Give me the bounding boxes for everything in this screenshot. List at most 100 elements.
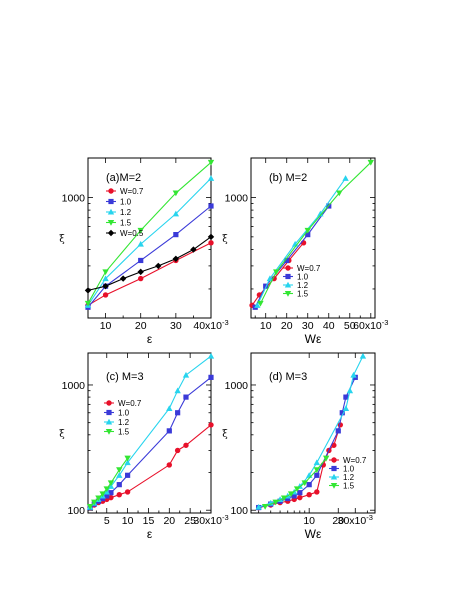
data-point xyxy=(108,490,114,496)
plot-frame xyxy=(87,352,212,514)
y-tick-label: 1000 xyxy=(62,192,86,204)
data-point xyxy=(293,486,301,493)
data-point xyxy=(254,302,261,308)
data-point xyxy=(208,203,214,209)
x-tick-label: 10 xyxy=(260,320,272,332)
data-point xyxy=(116,467,123,474)
series-4 xyxy=(84,159,215,307)
x-tick-label: 10 xyxy=(303,515,315,527)
panel-title: (c) M=3 xyxy=(106,371,144,383)
panel-title: (b) M=2 xyxy=(269,172,307,184)
data-point xyxy=(306,491,312,498)
x-axis-label: Wε xyxy=(305,332,322,346)
data-point xyxy=(102,292,109,298)
data-point xyxy=(86,503,94,510)
data-point xyxy=(173,232,179,238)
data-point xyxy=(166,428,172,434)
panel-a: 10 20 30 40x10-3 1000 ε ξ (a)M=2 W=0.7 1.01.2 1.5W… xyxy=(59,157,229,346)
data-point xyxy=(183,442,189,448)
legend-entry: 1.5 xyxy=(120,219,132,228)
legend-entry: W=0.7 xyxy=(120,187,144,196)
data-point xyxy=(208,374,214,380)
data-point xyxy=(342,405,350,411)
data-point xyxy=(174,387,181,394)
legend: W=0.71.01.21.5 xyxy=(104,399,142,437)
legend-entry: W=0.7 xyxy=(118,399,142,408)
x-exponent: -3 xyxy=(222,318,229,327)
legend-entry: W=0.5 xyxy=(120,229,144,238)
x-tick-label: 20 xyxy=(332,515,344,527)
legend-marker xyxy=(108,198,114,205)
data-point xyxy=(314,489,320,495)
data-point xyxy=(102,282,109,290)
data-point xyxy=(304,227,311,234)
x-tick-label: 40x10-3 xyxy=(193,318,228,332)
x-tick-label: 40 xyxy=(323,320,335,332)
data-point xyxy=(166,462,173,468)
data-point xyxy=(137,268,144,276)
legend-marker xyxy=(285,265,291,271)
data-point xyxy=(190,246,197,253)
y-axis-label: ξ xyxy=(59,234,65,245)
data-point xyxy=(359,352,367,359)
x-tick-label: 60x10-3 xyxy=(353,318,388,332)
data-point xyxy=(175,410,181,416)
x-tick-label: 20 xyxy=(163,515,175,527)
data-point xyxy=(255,503,262,510)
data-point xyxy=(208,422,214,428)
legend-marker xyxy=(285,273,291,280)
x-tick-label: 5 xyxy=(104,515,110,527)
y-tick-label: 1000 xyxy=(225,380,249,392)
data-point xyxy=(207,352,215,359)
data-point xyxy=(138,257,144,264)
data-point xyxy=(267,499,274,506)
legend-entry: 1.0 xyxy=(120,198,132,207)
data-point xyxy=(335,428,341,434)
data-point xyxy=(297,494,303,501)
data-point xyxy=(336,190,343,197)
legend-marker xyxy=(331,457,337,463)
data-point xyxy=(266,275,274,282)
data-point xyxy=(287,491,295,498)
plot-frame xyxy=(250,352,376,514)
x-tick-label: 10 xyxy=(122,515,134,527)
data-point xyxy=(297,490,303,496)
data-point xyxy=(272,499,279,506)
data-point xyxy=(183,394,189,400)
series-5 xyxy=(84,233,215,294)
legend-marker xyxy=(105,428,113,435)
x-axis-label: ε xyxy=(147,332,153,346)
series-4 xyxy=(261,455,330,510)
x-tick-label: 20 xyxy=(135,320,147,332)
data-point xyxy=(99,495,106,502)
legend-marker xyxy=(106,409,112,416)
data-point xyxy=(291,493,297,499)
data-point xyxy=(91,499,98,506)
data-point xyxy=(124,459,131,466)
data-point xyxy=(102,275,109,282)
y-tick-label: 1000 xyxy=(225,192,249,204)
data-point xyxy=(104,493,110,499)
data-point xyxy=(285,495,291,502)
x-tick-label: 30x10-3 xyxy=(193,513,228,527)
legend-marker xyxy=(284,281,292,288)
y-axis-label: ξ xyxy=(222,234,228,245)
data-point xyxy=(350,371,357,378)
x-tick-label: 10 xyxy=(100,320,112,332)
legend-marker xyxy=(107,219,115,226)
data-point xyxy=(301,480,308,487)
data-point xyxy=(313,459,321,466)
legend-entry: 1.2 xyxy=(343,473,355,482)
y-tick-label: 100 xyxy=(67,505,85,517)
data-point xyxy=(263,283,269,289)
y-tick-label: 100 xyxy=(230,505,248,517)
data-point xyxy=(322,455,330,462)
data-point xyxy=(137,227,144,234)
data-point xyxy=(314,472,320,478)
data-point xyxy=(261,503,269,510)
x-exponent: -3 xyxy=(222,513,229,522)
x-tick-label: 30x10-3 xyxy=(338,513,373,527)
legend-entry: 1.0 xyxy=(343,465,355,474)
x-tick-label: 30 xyxy=(302,320,314,332)
